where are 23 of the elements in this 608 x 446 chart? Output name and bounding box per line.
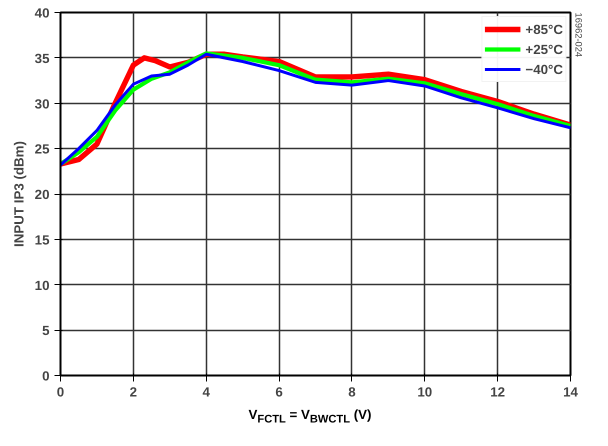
- y-tick-label: 15: [34, 232, 50, 248]
- legend-label: +85°C: [525, 22, 563, 36]
- x-tick-label: 0: [56, 384, 64, 400]
- y-tick-label: 30: [34, 96, 50, 112]
- x-tick-label: 8: [348, 384, 356, 400]
- y-tick-label: 20: [34, 187, 50, 202]
- x-tick-label: 10: [417, 384, 432, 400]
- text: 16962-024: [574, 12, 584, 58]
- legend-label: −40°C: [525, 62, 563, 76]
- y-tick-label: 40: [34, 6, 50, 20]
- y-tick-label: 0: [42, 368, 50, 384]
- x-tick-label: 12: [490, 384, 506, 400]
- y-axis-title: INPUT IP3 (dBm): [12, 141, 27, 247]
- y-tick-label: 35: [34, 50, 50, 66]
- y-tick-label: 25: [34, 142, 50, 157]
- x-tick-label: 14: [563, 384, 578, 400]
- x-tick-label: 6: [275, 384, 283, 400]
- x-tick-label: 4: [202, 384, 211, 400]
- x-tick-label: 2: [130, 384, 138, 400]
- y-tick-label: 5: [42, 323, 50, 338]
- y-tick-label: 10: [34, 278, 50, 293]
- legend-label: +25°C: [525, 42, 563, 56]
- x-axis-title: V$_{FCTL}$ = V$_{BWCTL}$ (V): [248, 406, 372, 428]
